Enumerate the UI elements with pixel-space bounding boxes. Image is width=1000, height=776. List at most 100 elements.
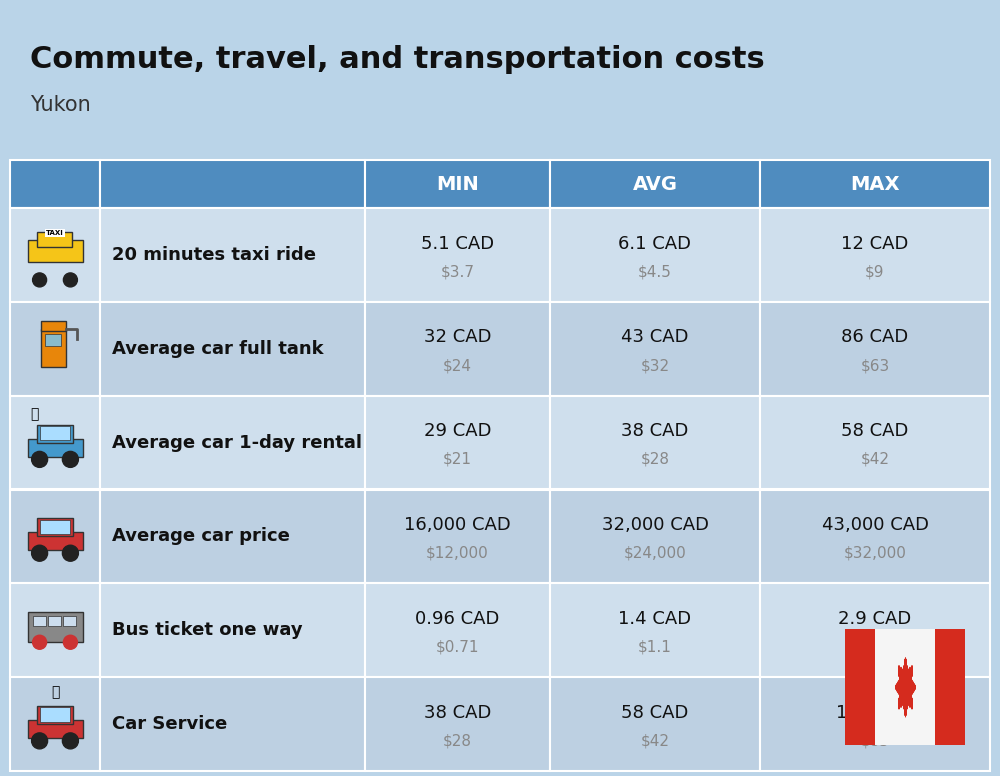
Text: $42: $42 <box>860 452 890 467</box>
Text: $42: $42 <box>640 733 670 749</box>
Bar <box>10 490 100 584</box>
Text: Car Service: Car Service <box>112 715 227 733</box>
Text: AVG: AVG <box>633 175 678 193</box>
Text: 32 CAD: 32 CAD <box>424 328 491 347</box>
Text: 29 CAD: 29 CAD <box>424 422 491 440</box>
Bar <box>760 396 990 490</box>
Text: $2.1: $2.1 <box>858 639 892 655</box>
Text: $28: $28 <box>640 452 670 467</box>
Bar <box>10 677 100 771</box>
Text: 86 CAD: 86 CAD <box>841 328 909 347</box>
Text: 38 CAD: 38 CAD <box>621 422 689 440</box>
Text: 16,000 CAD: 16,000 CAD <box>404 516 511 534</box>
Text: $4.5: $4.5 <box>638 265 672 279</box>
Text: $3.7: $3.7 <box>440 265 475 279</box>
Text: MAX: MAX <box>850 175 900 193</box>
Bar <box>28 720 82 738</box>
Text: $32: $32 <box>640 359 670 373</box>
Bar <box>100 208 365 302</box>
Text: 0.96 CAD: 0.96 CAD <box>415 610 500 628</box>
Text: 43 CAD: 43 CAD <box>621 328 689 347</box>
Text: 6.1 CAD: 6.1 CAD <box>618 234 692 253</box>
Circle shape <box>62 452 78 467</box>
Bar <box>28 438 82 456</box>
Text: Bus ticket one way: Bus ticket one way <box>112 622 303 639</box>
Bar <box>37 424 73 442</box>
Text: $9: $9 <box>865 265 885 279</box>
Bar <box>10 302 100 396</box>
Bar <box>550 396 760 490</box>
Bar <box>365 208 550 302</box>
Circle shape <box>32 546 48 561</box>
Circle shape <box>33 273 47 287</box>
Bar <box>550 160 760 208</box>
Text: $63: $63 <box>860 359 890 373</box>
Text: 🔧: 🔧 <box>51 685 59 699</box>
Bar <box>33 616 46 626</box>
Circle shape <box>32 452 48 467</box>
Text: 🔑: 🔑 <box>30 407 39 421</box>
Bar <box>40 426 70 440</box>
Circle shape <box>62 546 78 561</box>
Circle shape <box>32 733 48 749</box>
Bar <box>28 532 82 550</box>
Text: MIN: MIN <box>436 175 479 193</box>
Text: 12 CAD: 12 CAD <box>841 234 909 253</box>
Text: 43,000 CAD: 43,000 CAD <box>822 516 928 534</box>
Text: Yukon: Yukon <box>30 95 91 115</box>
Bar <box>28 240 82 262</box>
Bar <box>760 208 990 302</box>
Bar <box>40 520 70 534</box>
Text: $12,000: $12,000 <box>426 546 489 561</box>
Text: $85: $85 <box>860 733 890 749</box>
Bar <box>100 160 365 208</box>
Bar <box>63 616 76 626</box>
Bar <box>100 490 365 584</box>
Text: 20 minutes taxi ride: 20 minutes taxi ride <box>112 246 316 264</box>
Text: 38 CAD: 38 CAD <box>424 704 491 722</box>
Circle shape <box>63 636 77 650</box>
Text: Commute, travel, and transportation costs: Commute, travel, and transportation cost… <box>30 45 765 74</box>
Bar <box>37 706 73 724</box>
Bar <box>100 677 365 771</box>
Bar <box>550 302 760 396</box>
Bar <box>37 518 73 536</box>
Text: 2.9 CAD: 2.9 CAD <box>838 610 912 628</box>
Text: $24: $24 <box>443 359 472 373</box>
Bar <box>760 302 990 396</box>
Circle shape <box>63 273 77 287</box>
Text: $21: $21 <box>443 452 472 467</box>
Text: $1.1: $1.1 <box>638 639 672 655</box>
Text: $28: $28 <box>443 733 472 749</box>
Text: 5.1 CAD: 5.1 CAD <box>421 234 494 253</box>
Bar <box>100 396 365 490</box>
Circle shape <box>62 733 78 749</box>
Text: 1.4 CAD: 1.4 CAD <box>618 610 692 628</box>
Text: 58 CAD: 58 CAD <box>621 704 689 722</box>
Bar <box>365 160 550 208</box>
Text: Average car full tank: Average car full tank <box>112 340 324 358</box>
Bar <box>41 320 66 331</box>
Bar <box>10 208 100 302</box>
Bar <box>10 160 100 208</box>
Text: 58 CAD: 58 CAD <box>841 422 909 440</box>
Bar <box>100 584 365 677</box>
Bar <box>365 584 550 677</box>
Bar <box>760 584 990 677</box>
Bar <box>37 232 72 247</box>
Bar <box>550 208 760 302</box>
Bar <box>365 396 550 490</box>
Bar <box>550 584 760 677</box>
Text: Average car price: Average car price <box>112 528 290 546</box>
Bar <box>10 584 100 677</box>
Bar <box>550 677 760 771</box>
Bar <box>365 677 550 771</box>
Text: Average car 1-day rental: Average car 1-day rental <box>112 434 362 452</box>
Text: $24,000: $24,000 <box>624 546 686 561</box>
Text: 120 CAD: 120 CAD <box>836 704 914 722</box>
Bar <box>365 490 550 584</box>
Bar <box>550 490 760 584</box>
Text: 32,000 CAD: 32,000 CAD <box>602 516 708 534</box>
Bar <box>100 302 365 396</box>
Circle shape <box>33 636 47 650</box>
